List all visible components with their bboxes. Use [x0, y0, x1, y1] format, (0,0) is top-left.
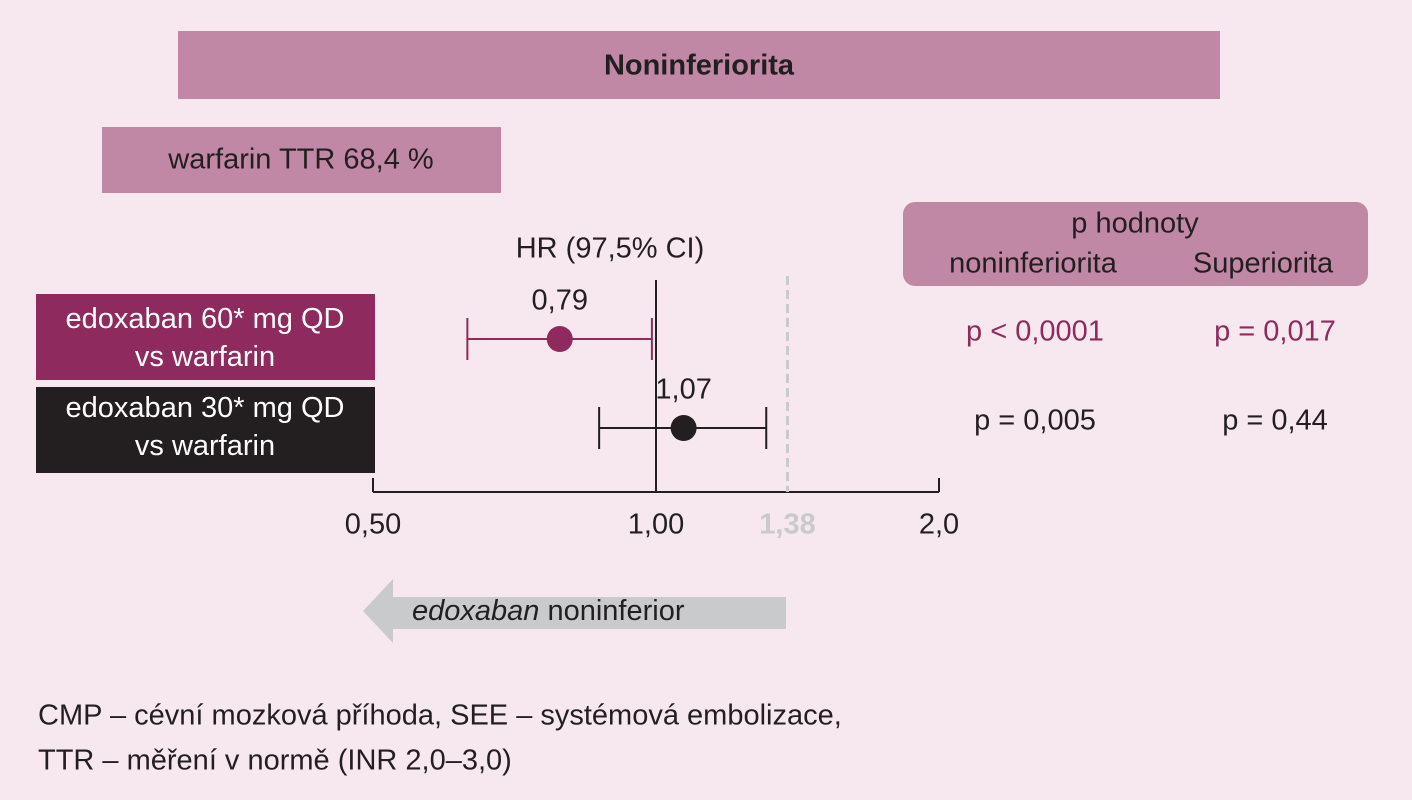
pvalue: p = 0,005	[974, 405, 1096, 437]
arrow-label-rest: noninferior	[547, 595, 684, 627]
pvalue-title: p hodnoty	[1071, 208, 1199, 240]
category-box	[36, 387, 375, 473]
category-line: vs warfarin	[135, 430, 275, 462]
pvalue-column: noninferiorita	[949, 248, 1118, 280]
pvalue: p = 0,44	[1222, 405, 1328, 437]
category-line: edoxaban 30* mg QD	[66, 392, 345, 424]
value-label: 1,07	[655, 374, 711, 406]
category-label: edoxaban 30* mg QD vs warfarin	[66, 392, 345, 462]
chart-title: Noninferiorita	[604, 50, 795, 82]
x-tick-label: 2,0	[919, 509, 959, 541]
point	[546, 326, 573, 352]
category-box	[36, 294, 375, 380]
footnote: TTR – měření v normě (INR 2,0–3,0)	[38, 745, 512, 777]
pvalue: p < 0,0001	[966, 316, 1104, 348]
subtitle-box	[102, 127, 501, 193]
x-tick-label: 0,50	[345, 509, 401, 541]
category-line: vs warfarin	[135, 341, 275, 373]
arrow	[363, 579, 786, 643]
footnote: CMP – cévní mozková příhoda, SEE – systé…	[38, 700, 842, 732]
subtitle: warfarin TTR 68,4 %	[167, 144, 433, 176]
arrow-label-italic: edoxaban	[412, 595, 539, 627]
point	[670, 415, 697, 441]
margin-label: 1,38	[759, 509, 815, 541]
category-label: edoxaban 60* mg QD vs warfarin	[66, 303, 345, 373]
value-label: 0,79	[532, 285, 588, 317]
arrow-label: edoxaban noninferior	[412, 595, 685, 627]
pvalue-column: Superiorita	[1193, 248, 1334, 280]
category-line: edoxaban 60* mg QD	[66, 303, 345, 335]
title-banner	[178, 31, 1220, 99]
pvalue-header	[903, 202, 1368, 286]
x-tick-label: 1,00	[628, 509, 684, 541]
pvalue: p = 0,017	[1214, 316, 1336, 348]
axis-title: HR (97,5% CI)	[516, 233, 705, 265]
